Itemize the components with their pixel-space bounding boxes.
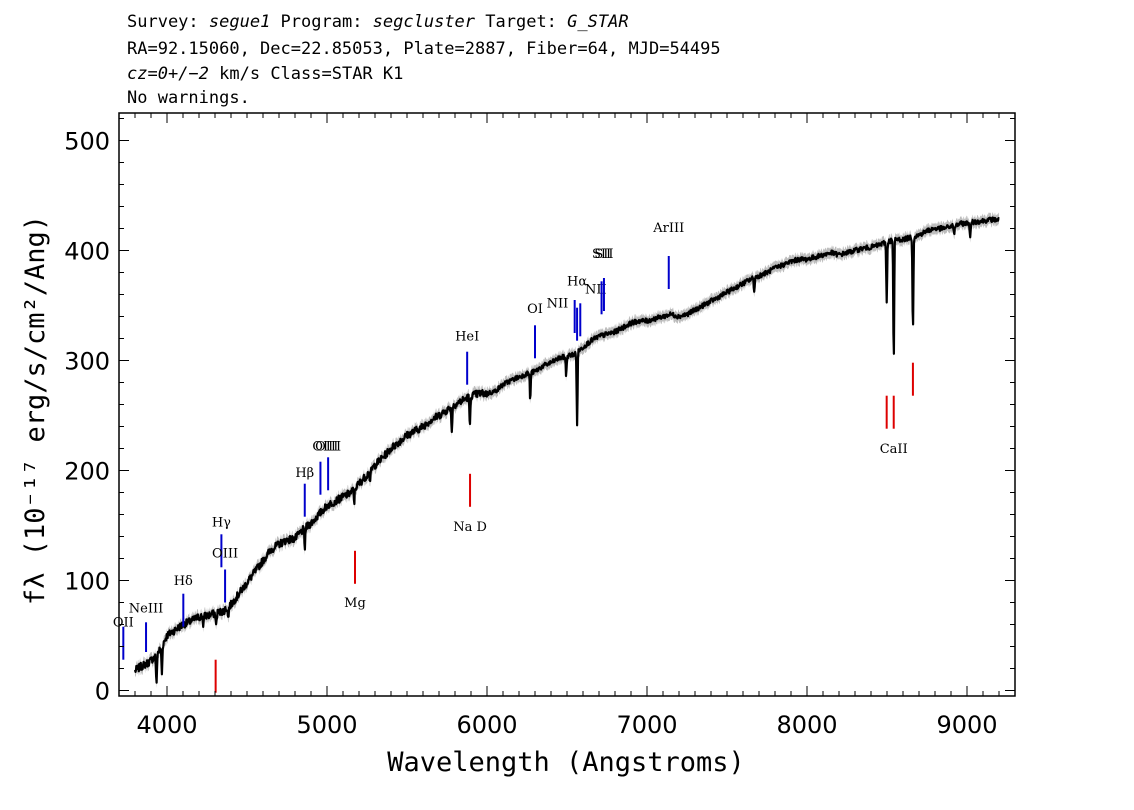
spectrum-header-line-4: No warnings.: [127, 88, 250, 108]
target-label: Target:: [475, 12, 568, 32]
emission-line-label: Hδ: [174, 574, 193, 589]
spectrum-header-line-3: cz=0+/−2 km/s Class=STAR K1: [127, 64, 403, 84]
cz-value: =0+/−2: [147, 64, 209, 84]
emission-line-label: OII: [113, 616, 134, 631]
absorption-line-label: Na D: [453, 520, 487, 535]
x-tick-label: 4000: [136, 711, 197, 739]
y-tick-label: 200: [64, 458, 110, 486]
emission-line-label: HeI: [455, 330, 479, 345]
y-tick-label: 400: [64, 238, 110, 266]
y-tick-label: 300: [64, 348, 110, 376]
x-tick-label: 6000: [456, 711, 517, 739]
x-tick-label: 5000: [296, 711, 357, 739]
spectrum-header-line-1: Survey: segue1 Program: segcluster Targe…: [127, 12, 629, 32]
emission-line-label: OI: [527, 302, 543, 317]
x-tick-label: 9000: [936, 711, 997, 739]
cz-class-text: km/s Class=STAR K1: [208, 64, 404, 84]
emission-line-label: OIII: [212, 546, 238, 561]
emission-line-label: NII: [547, 297, 569, 312]
y-tick-label: 0: [95, 678, 110, 706]
emission-line-label: SII: [594, 247, 613, 262]
emission-line-label: SII: [592, 247, 611, 262]
emission-line-label: NeIII: [129, 601, 163, 616]
emission-line-label: OIII: [312, 440, 338, 455]
program-label: Program:: [270, 12, 373, 32]
flux-layer: [133, 216, 1000, 684]
cz-label: cz: [127, 64, 148, 84]
y-tick-label: 500: [64, 128, 110, 156]
emission-line-label: ArIII: [652, 221, 684, 236]
survey-label: Survey:: [127, 12, 209, 32]
absorption-line-label: Mg: [344, 596, 366, 611]
x-axis-label: Wavelength (Angstroms): [387, 747, 745, 778]
emission-line-label: OIII: [315, 440, 341, 455]
y-tick-label: 100: [64, 568, 110, 596]
program-value: segcluster: [372, 12, 476, 32]
axes-layer: 4000 5000 6000 7000 8000 9000 0 100 200 300 400 500: [64, 112, 1016, 739]
absorption-line-label: CaII: [880, 442, 908, 457]
emission-line-label: Hβ: [295, 466, 314, 481]
target-value: G_STAR: [567, 12, 629, 32]
plot-frame: [118, 112, 1016, 697]
flux-line: [133, 216, 1000, 684]
emission-line-label: Hα: [567, 275, 587, 290]
spectrum-header-line-2: RA=92.15060, Dec=22.85053, Plate=2887, F…: [127, 39, 721, 59]
emission-line-label: Hγ: [212, 516, 231, 531]
x-tick-label: 7000: [616, 711, 677, 739]
survey-value: segue1: [208, 12, 271, 32]
y-axis-label: fλ (10⁻¹⁷ erg/s/cm²/Ang): [20, 215, 51, 605]
x-tick-label: 8000: [776, 711, 837, 739]
